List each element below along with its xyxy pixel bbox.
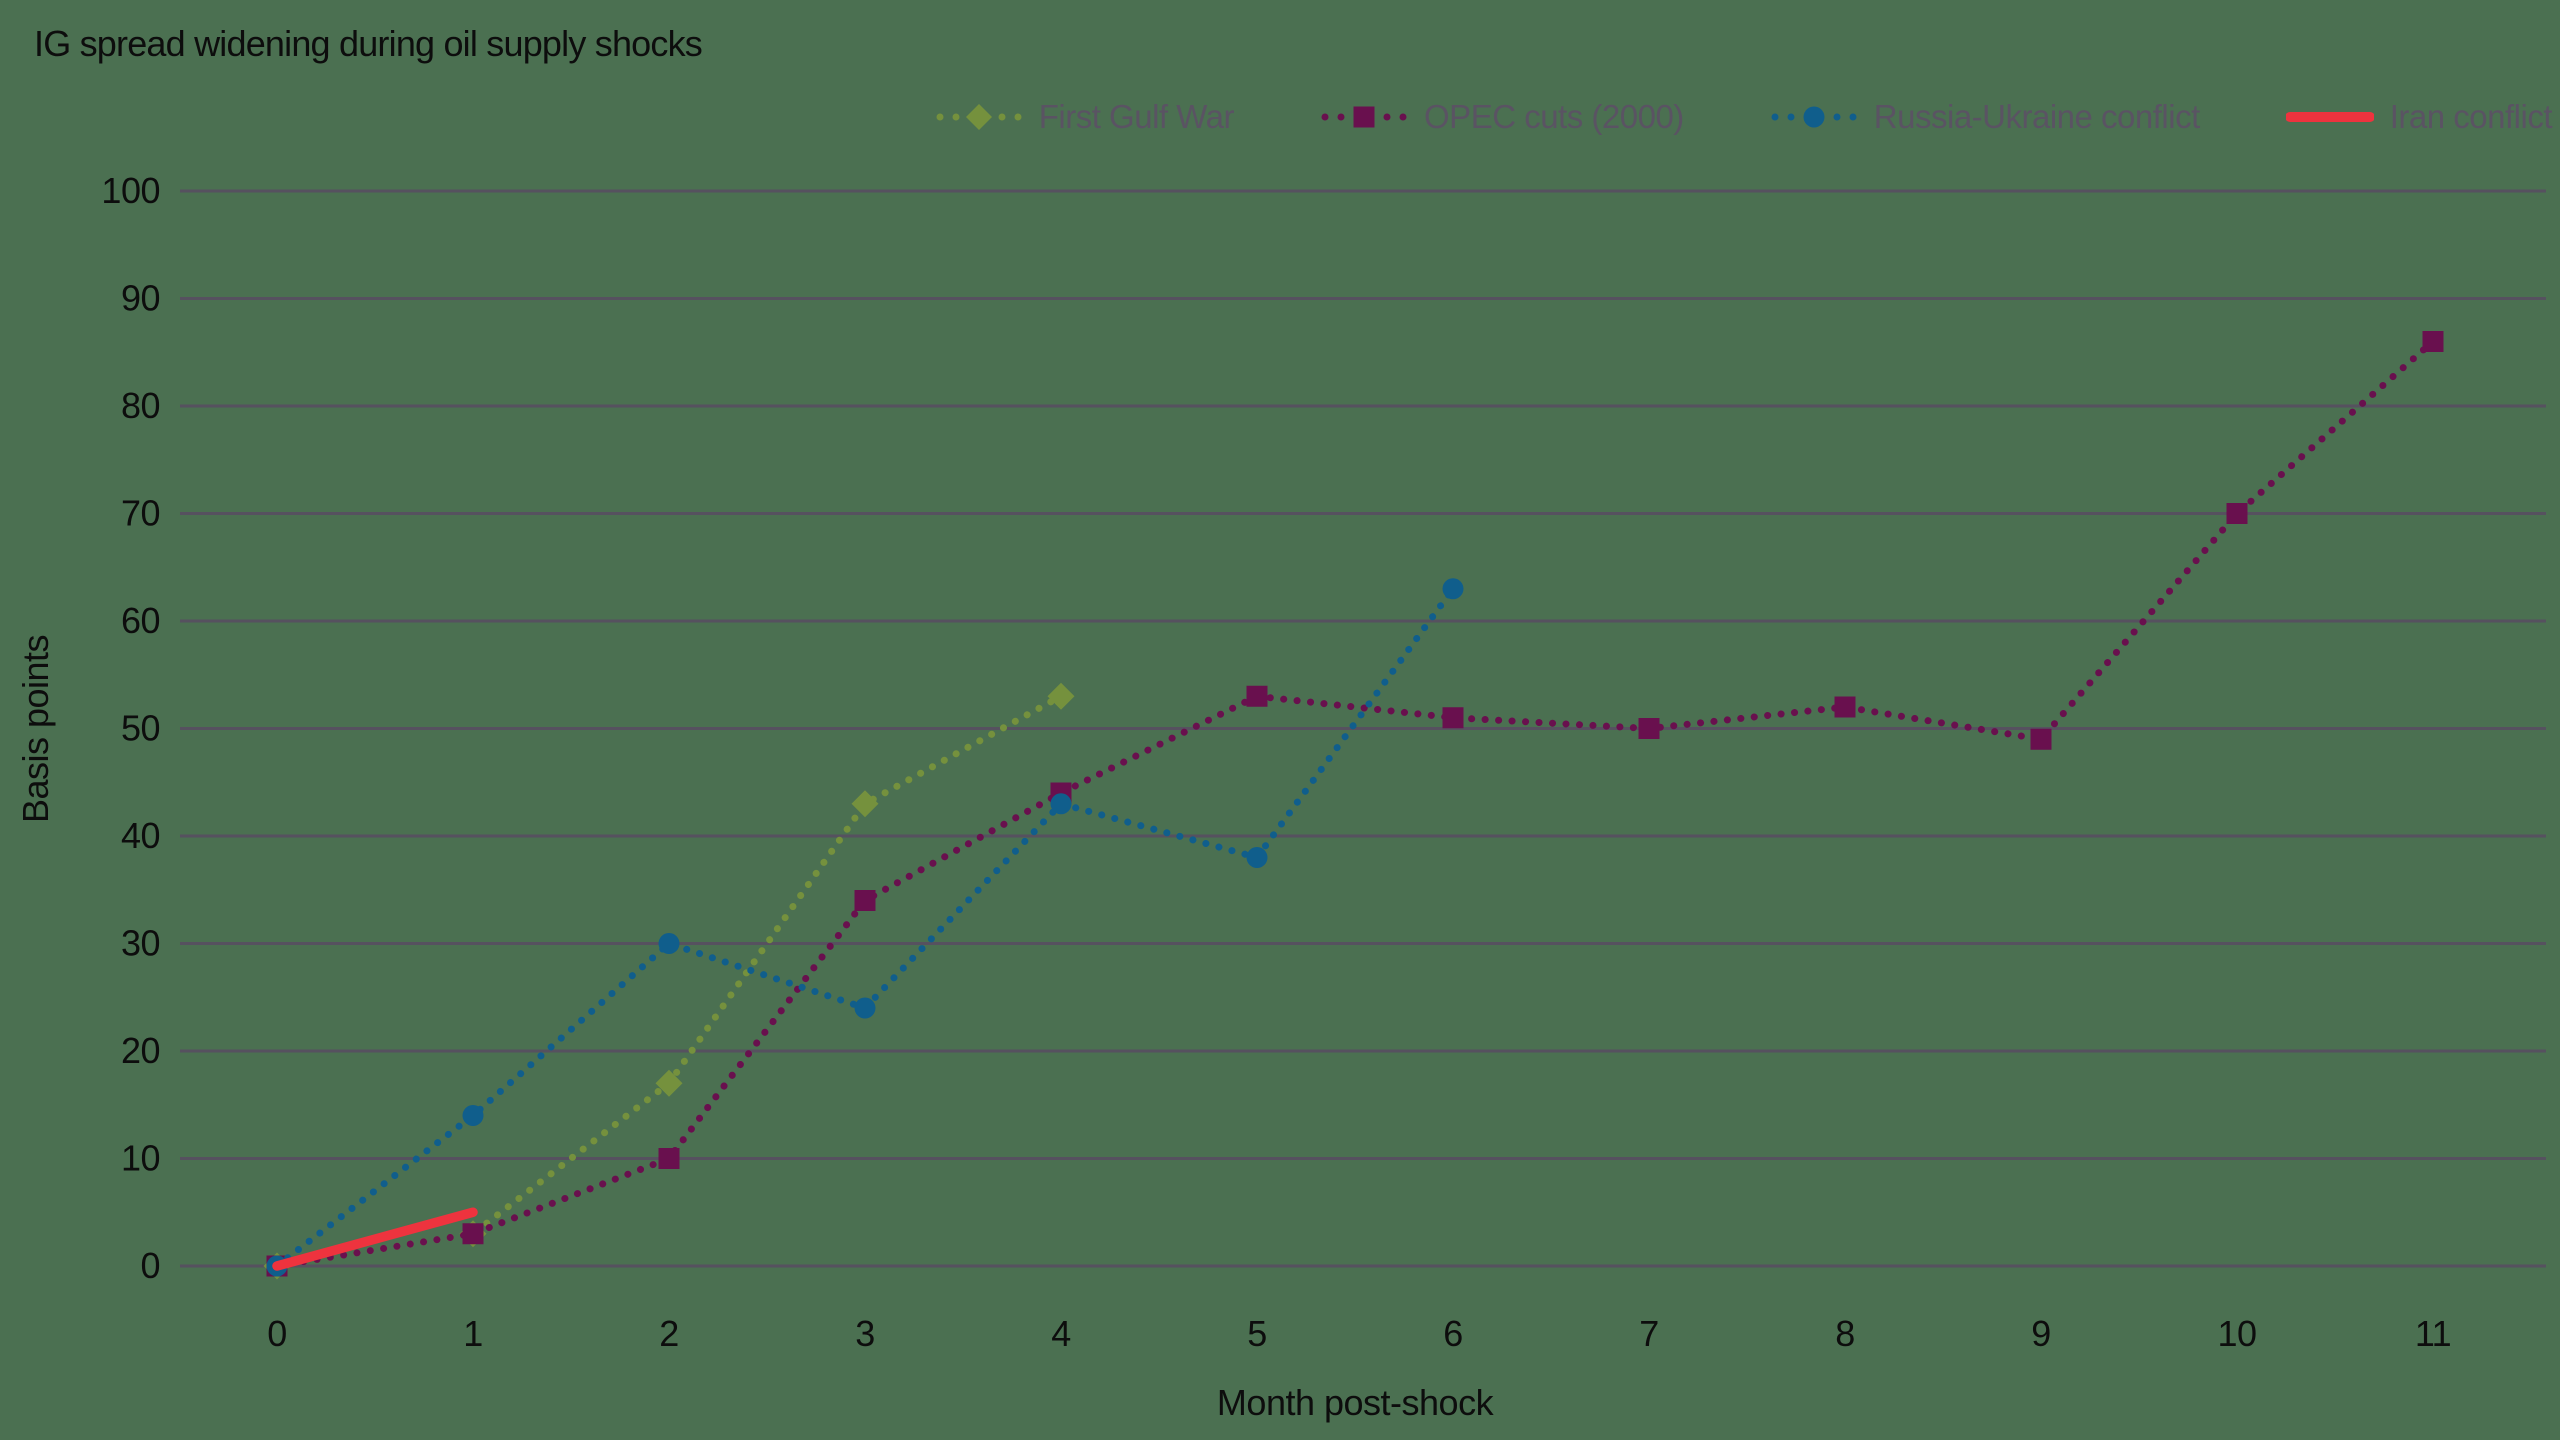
legend-item: Russia-Ukraine conflict [1770,98,2200,136]
data-point-square [462,1223,484,1245]
data-point-diamond [655,1069,683,1097]
y-tick-label: 40 [121,815,160,856]
legend-label: Iran conflict [2389,98,2553,135]
legend-item: Iran conflict [2285,98,2553,136]
y-tick-label: 90 [121,278,160,319]
data-point-square [1246,685,1268,707]
x-tick-label: 3 [855,1313,875,1354]
data-point-circle [854,997,876,1019]
chart-title: IG spread widening during oil supply sho… [34,23,703,64]
x-tick-label: 7 [1639,1313,1659,1354]
data-point-circle [1050,793,1072,815]
legend-swatch-circle-icon [1771,106,1857,128]
data-point-circle [1442,578,1464,600]
x-tick-label: 4 [1051,1313,1071,1354]
legend-label: First Gulf War [1038,98,1235,135]
series-line-russia-ukraine-conflict [273,585,1457,1270]
series-line-iran-conflict [272,1207,478,1271]
series-line-first-gulf-war [273,692,1065,1270]
y-tick-label: 80 [121,385,160,426]
x-tick-label: 10 [2217,1313,2256,1354]
x-tick-label: 11 [2415,1313,2451,1354]
data-point-diamond [1047,682,1075,710]
legend-swatch-line-icon [2285,112,2374,122]
y-tick-label: 10 [121,1138,160,1179]
x-tick-label: 8 [1835,1313,1855,1354]
legend-swatch-diamond-icon [936,104,1022,130]
data-point-square [2226,503,2248,524]
data-point-square [1442,707,1464,729]
data-point-square [854,890,876,911]
data-point-square [1834,696,1856,718]
y-tick-label: 70 [121,493,160,534]
x-tick-label: 0 [267,1313,287,1354]
legend-swatch-square-icon [1321,106,1407,128]
x-tick-label: 5 [1247,1313,1267,1354]
y-tick-label: 50 [121,708,160,749]
y-axis-title: Basis points [15,634,56,824]
series-line-opec-cuts-2000- [273,338,2437,1270]
y-tick-label: 30 [121,923,160,964]
y-tick-label: 100 [101,170,160,211]
legend-label: Russia-Ukraine conflict [1873,98,2200,135]
data-point-circle [658,933,680,954]
x-tick-label: 2 [659,1313,679,1354]
data-point-circle [462,1105,484,1126]
x-axis-title: Month post-shock [1216,1382,1494,1423]
data-point-square [2030,728,2052,750]
y-tick-label: 20 [121,1030,160,1071]
x-tick-label: 9 [2031,1313,2051,1354]
y-tick-label: 0 [140,1245,160,1286]
x-tick-label: 6 [1443,1313,1463,1354]
y-tick-label: 60 [121,600,160,641]
x-tick-label: 1 [463,1313,483,1354]
legend: First Gulf War OPEC cuts (2000) Russia-Ukr… [935,98,2553,136]
data-point-square [658,1148,680,1169]
data-point-circle [1246,847,1268,868]
data-point-diamond [851,790,879,818]
legend-item: OPEC cuts (2000) [1320,98,1684,136]
data-point-square [2422,331,2444,352]
legend-label: OPEC cuts (2000) [1424,98,1684,135]
data-point-square [1638,718,1660,739]
legend-item: First Gulf War [935,98,1235,136]
